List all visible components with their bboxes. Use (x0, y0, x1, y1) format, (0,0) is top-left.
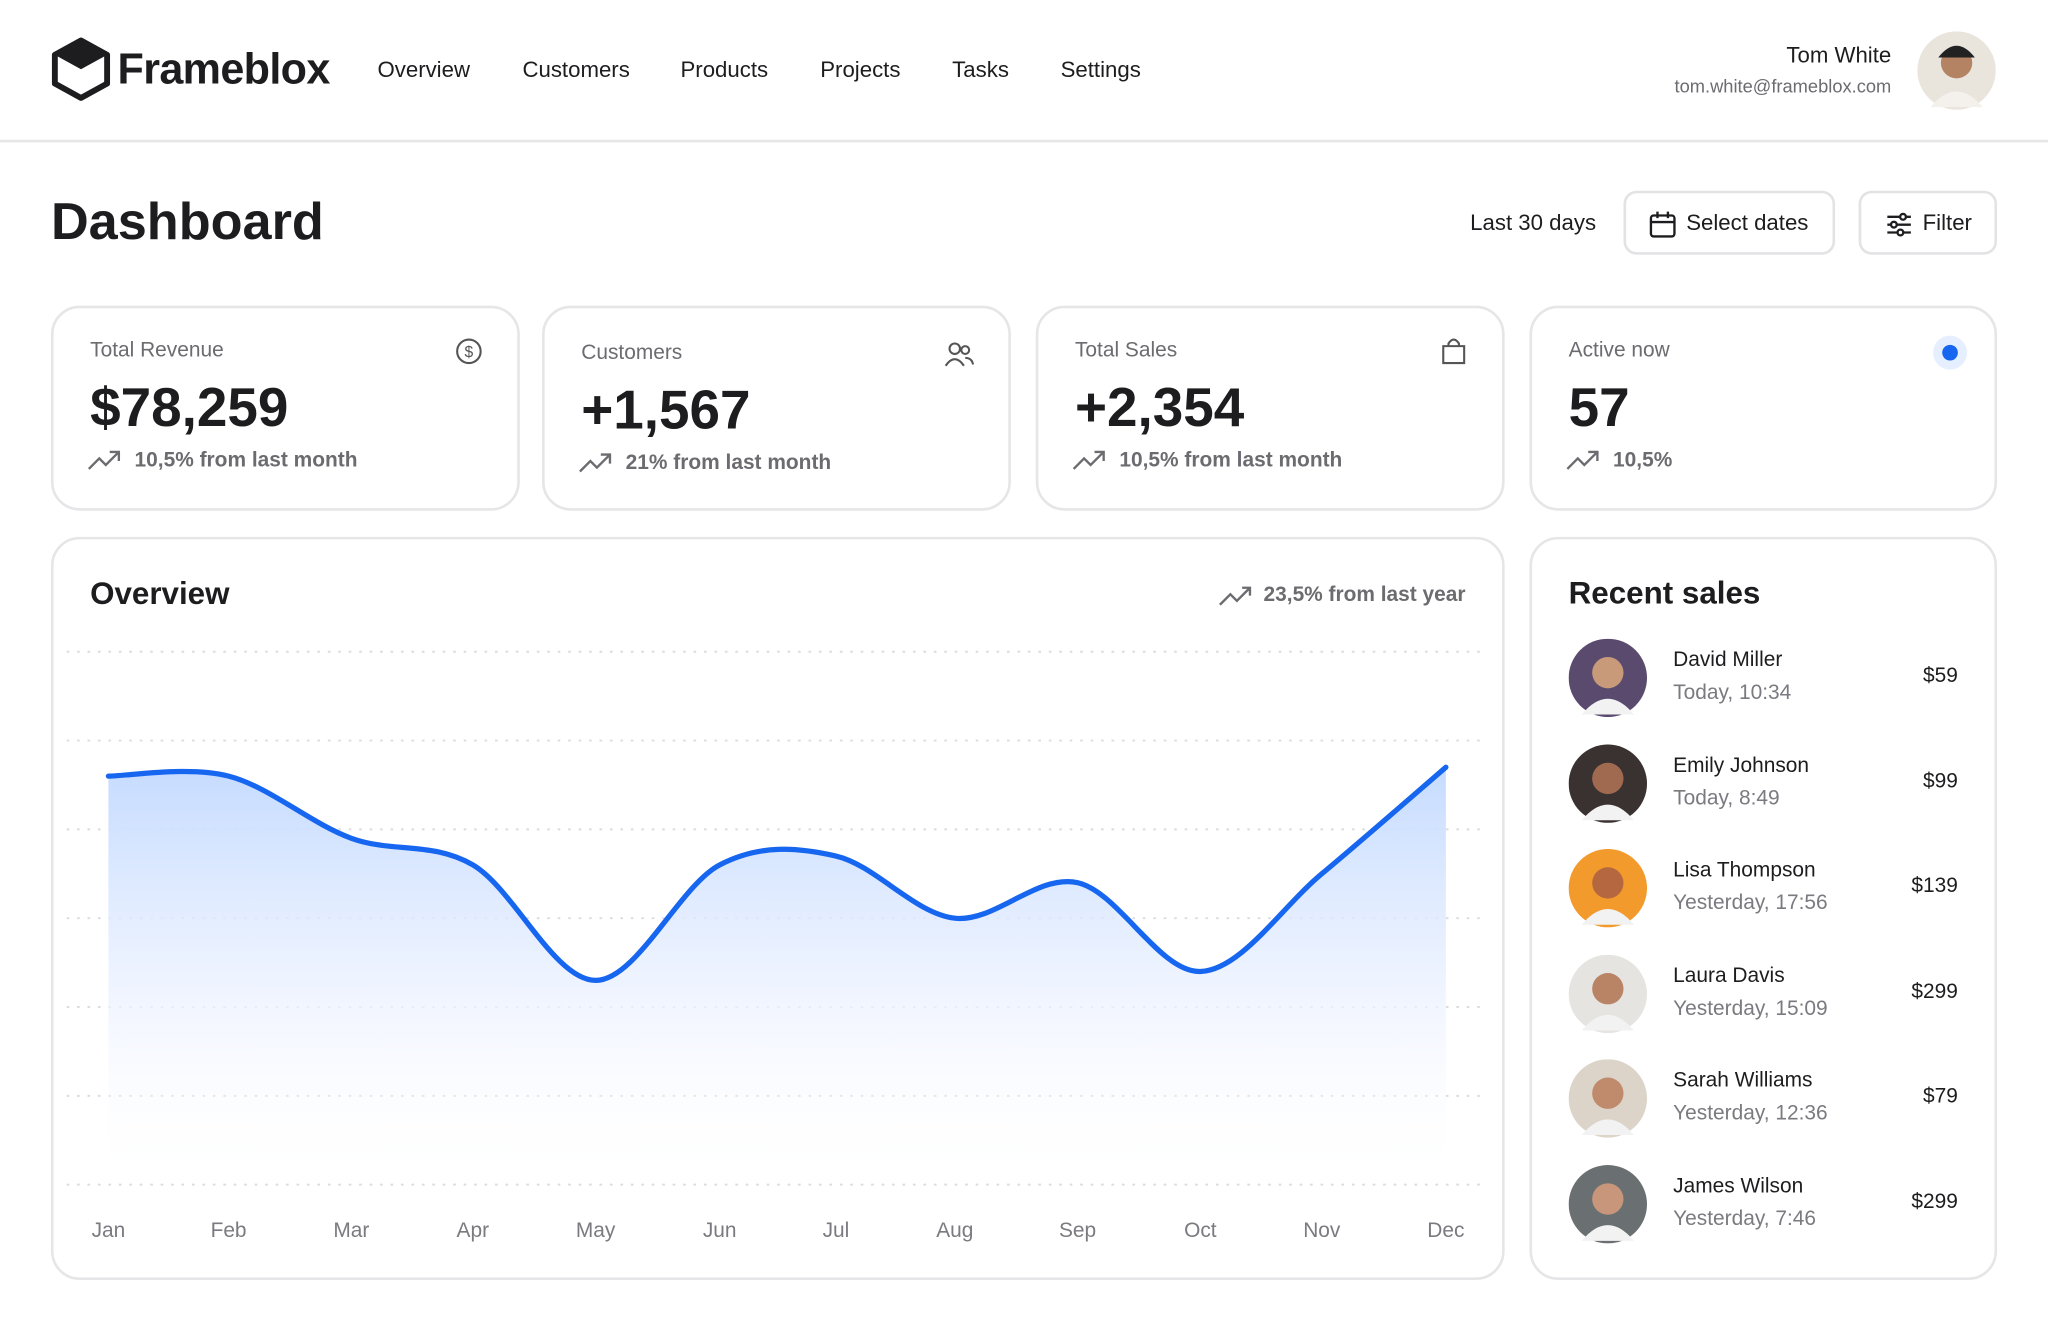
x-tick-label: Apr (457, 1219, 490, 1242)
filter-icon (1887, 212, 1911, 237)
dollar-icon: $ (456, 338, 482, 365)
stat-card: Total Revenue $ $78,259 10,5% from last … (50, 305, 520, 511)
user-avatar[interactable] (1917, 31, 1996, 110)
sale-time: Yesterday, 15:09 (1673, 997, 1828, 1020)
chart-title: Overview (90, 576, 230, 611)
x-tick-label: Oct (1184, 1219, 1217, 1242)
sale-amount: $59 (1922, 664, 1958, 688)
live-dot (1933, 335, 1968, 370)
stat-value: +1,567 (581, 378, 751, 441)
page-title: Dashboard (50, 193, 324, 251)
customer-avatar (1568, 954, 1648, 1033)
trend-icon (87, 450, 121, 470)
sale-row: Lisa Thompson Yesterday, 17:56 $139 (1532, 849, 1994, 928)
nav-link[interactable]: Projects (820, 57, 901, 83)
x-tick-label: Nov (1303, 1219, 1341, 1242)
sale-row: Emily Johnson Today, 8:49 $99 (1532, 743, 1994, 823)
date-range: Last 30 days (1470, 210, 1597, 236)
calendar-icon (1649, 211, 1676, 238)
nav-link[interactable]: Tasks (952, 57, 1009, 83)
sale-amount: $299 (1911, 1191, 1958, 1214)
line-chart: Overview 23,5% from last year Jan Feb Mar A… (66, 576, 1480, 1242)
trend-icon (1219, 586, 1252, 606)
x-tick-label: Jul (823, 1219, 850, 1242)
customer-name: Lisa Thompson (1673, 859, 1816, 882)
stat-label: Active now (1568, 339, 1670, 362)
button-label: Select dates (1686, 210, 1809, 236)
sale-row: Sarah Williams Yesterday, 12:36 $79 (1532, 1059, 1994, 1139)
recent-sales-card: Recent sales David Miller Today, 10:34 $59… (1529, 536, 1998, 1280)
nav-link[interactable]: Customers (522, 57, 630, 83)
x-tick-label: Jan (92, 1219, 126, 1242)
brand[interactable]: Frameblox (117, 44, 331, 93)
trend-icon (1072, 450, 1105, 470)
customer-name: David Miller (1673, 649, 1783, 672)
x-tick-label: Aug (936, 1219, 973, 1242)
select-dates-button[interactable]: Select dates (1623, 190, 1836, 255)
stat-card: Active now 57 10,5% (1529, 305, 1998, 511)
stat-value: +2,354 (1074, 376, 1245, 438)
customer-avatar (1568, 743, 1648, 823)
x-tick-label: May (576, 1219, 616, 1242)
stat-label: Customers (581, 342, 683, 365)
stat-change: 10,5% from last month (1119, 449, 1343, 472)
stat-change: 10,5% from last month (134, 449, 358, 472)
customer-avatar (1568, 638, 1648, 718)
customer-avatar (1568, 849, 1648, 928)
sale-amount: $99 (1922, 770, 1958, 793)
nav-link[interactable]: Settings (1060, 57, 1141, 83)
sale-time: Yesterday, 17:56 (1673, 892, 1828, 915)
stat-value: 57 (1568, 376, 1630, 438)
x-tick-label: Mar (333, 1219, 369, 1242)
bag-icon (1442, 338, 1466, 365)
sale-time: Today, 10:34 (1673, 681, 1792, 704)
stat-label: Total Revenue (90, 339, 224, 362)
nav-link[interactable]: Overview (377, 57, 471, 83)
sale-amount: $139 (1911, 875, 1958, 898)
x-tick-label: Jun (703, 1219, 737, 1242)
sale-amount: $299 (1911, 980, 1958, 1003)
section-title: Recent sales (1568, 575, 1761, 612)
customer-avatar (1568, 1165, 1648, 1244)
x-tick-label: Dec (1427, 1219, 1464, 1242)
overview-card: Overview 23,5% from last year Jan Feb Mar A… (50, 536, 1505, 1280)
sale-amount: $79 (1922, 1085, 1958, 1109)
x-tick-label: Feb (211, 1219, 247, 1242)
sale-time: Yesterday, 7:46 (1673, 1208, 1817, 1231)
users-icon (944, 342, 975, 367)
x-tick-label: Sep (1059, 1219, 1096, 1242)
customer-name: Sarah Williams (1673, 1070, 1813, 1093)
sale-row: Laura Davis Yesterday, 15:09 $299 (1532, 954, 1994, 1033)
logo-icon (51, 37, 111, 101)
trend-icon (579, 453, 612, 473)
customer-name: James Wilson (1673, 1175, 1804, 1198)
nav-link[interactable]: Products (680, 57, 769, 83)
sale-row: James Wilson Yesterday, 7:46 $299 (1532, 1165, 1994, 1244)
stat-label: Total Sales (1074, 339, 1178, 362)
stat-card: Total Sales +2,354 10,5% from last month (1035, 305, 1505, 511)
stat-card: Customers +1,567 21% from last month (542, 305, 1011, 511)
button-label: Filter (1922, 210, 1972, 236)
user-email: tom.white@frameblox.com (1674, 75, 1892, 97)
filter-button[interactable]: Filter (1858, 190, 1998, 255)
area-fill (108, 767, 1446, 1185)
header-divider (0, 139, 2048, 143)
sale-row: David Miller Today, 10:34 $59 (1532, 638, 1994, 718)
chart-annotation: 23,5% from last year (1264, 583, 1466, 606)
svg-text:$: $ (465, 344, 474, 361)
sale-time: Today, 8:49 (1673, 787, 1780, 810)
user-name: Tom White (1786, 43, 1892, 68)
stat-change: 10,5% (1613, 449, 1673, 472)
customer-name: Laura Davis (1673, 964, 1785, 988)
trend-icon (1566, 450, 1599, 470)
line-series (105, 764, 1449, 983)
stat-change: 21% from last month (625, 451, 832, 475)
customer-avatar (1568, 1059, 1648, 1139)
sale-time: Yesterday, 12:36 (1673, 1102, 1828, 1126)
stat-value: $78,259 (90, 376, 289, 438)
customer-name: Emily Johnson (1673, 754, 1810, 777)
